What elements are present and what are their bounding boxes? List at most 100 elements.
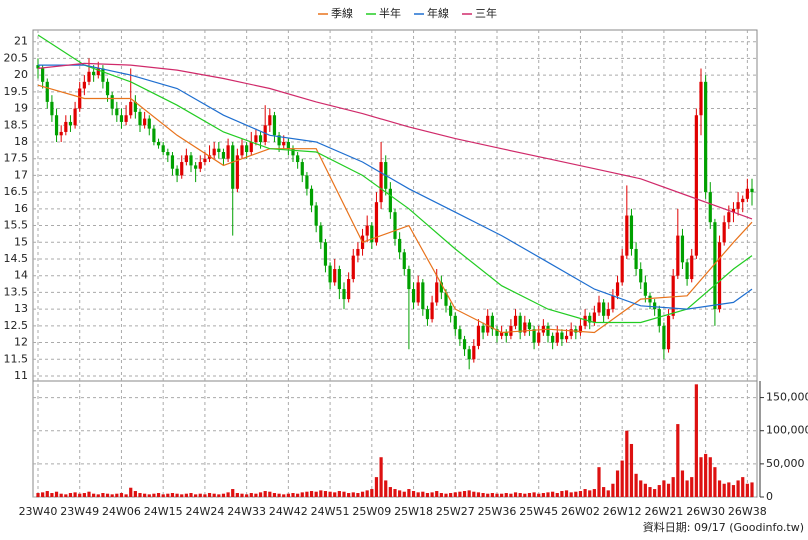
volume-bar [722, 483, 726, 497]
volume-bar [231, 489, 235, 497]
candle-body [699, 81, 703, 116]
volume-bar [713, 467, 717, 497]
candle-body [180, 162, 184, 176]
candle-body [407, 269, 411, 290]
volume-bar [152, 493, 156, 497]
candle-body [133, 101, 137, 112]
candle-body [411, 289, 416, 303]
y-tick-label: 18.5 [4, 118, 29, 131]
volume-bar [490, 493, 494, 497]
volume-bar [481, 493, 485, 497]
candle-body [300, 162, 304, 176]
candle-body [87, 71, 91, 82]
candle-body [370, 225, 374, 243]
candle-body [347, 279, 351, 300]
volume-bar [333, 492, 337, 497]
candle-body [365, 225, 369, 236]
volume-bar [411, 491, 416, 497]
candle-body [249, 141, 253, 153]
volume-bar [666, 483, 671, 497]
volume-bar [602, 487, 606, 497]
volume-bar [124, 494, 128, 497]
volume-bar [731, 485, 736, 497]
candle-body [277, 135, 281, 146]
candle-body [393, 212, 397, 239]
volume-bar [82, 493, 86, 497]
ma-line [37, 34, 753, 324]
candle-body [449, 305, 453, 316]
candle-body [648, 295, 652, 303]
ma-line [37, 84, 753, 334]
candle-body [356, 248, 360, 256]
volume-bar [486, 493, 490, 497]
volume-bar [64, 494, 68, 497]
candle-body [198, 162, 202, 169]
candle-body [342, 289, 346, 300]
candle-body [741, 198, 745, 203]
x-tick-label: 25W27 [436, 505, 475, 518]
volume-bar [175, 493, 179, 497]
candle-body [226, 145, 230, 159]
x-tick-label: 24W15 [144, 505, 183, 518]
candle-body [245, 145, 249, 153]
candle-body [722, 222, 726, 243]
volume-bar [523, 493, 527, 497]
candle-body [231, 145, 235, 189]
volume-bar [156, 493, 161, 497]
volume-bar [166, 493, 170, 497]
volume-bar [657, 485, 661, 497]
candle-body [351, 255, 355, 280]
candle-body [254, 135, 258, 142]
volume-bar [597, 467, 601, 497]
y-tick-label: 17 [14, 168, 28, 181]
y-tick-label: 12 [14, 336, 28, 349]
volume-bar [615, 470, 620, 497]
volume-bar [407, 489, 411, 497]
volume-bar [78, 493, 82, 497]
x-tick-label: 24W24 [185, 505, 224, 518]
volume-bar [504, 493, 508, 497]
ma-line [37, 62, 753, 220]
y-tick-label: 11 [14, 369, 28, 382]
volume-bar [305, 491, 309, 497]
candle-body [727, 212, 731, 223]
candle-body [564, 335, 569, 340]
candle-body [268, 115, 272, 126]
volume-bar [532, 492, 536, 497]
volume-bar [741, 477, 745, 497]
volume-bar [194, 494, 198, 497]
volume-bar [101, 493, 105, 497]
y-tick-label: 16 [14, 202, 28, 215]
candle-body [129, 101, 133, 116]
candle-body [240, 145, 244, 156]
volume-bar [398, 490, 402, 497]
candle-body [750, 188, 754, 193]
candle-body [560, 332, 564, 340]
candle-body [513, 315, 518, 326]
volume-bar [212, 493, 216, 497]
candle-body [147, 118, 151, 129]
candle-body [337, 269, 341, 290]
y-tick-label: 13.5 [4, 285, 29, 298]
volume-bar [472, 491, 476, 497]
volume-bar [555, 493, 559, 497]
candle-body [50, 101, 54, 116]
plot-frame [32, 29, 758, 498]
x-tick-label: 25W45 [519, 505, 558, 518]
y2-tick-label: 100,000 [766, 424, 808, 437]
volume-bar [300, 492, 304, 497]
volume-bar [393, 489, 397, 497]
volume-bar [435, 491, 439, 497]
volume-bar [421, 491, 425, 497]
volume-bar [662, 480, 666, 497]
candle-body [653, 302, 657, 310]
candle-body [333, 269, 337, 283]
candle-body [518, 315, 522, 333]
volume-bar [648, 487, 652, 497]
volume-bar [569, 492, 573, 497]
candle-body [402, 252, 406, 270]
y-tick-label: 12.5 [4, 319, 29, 332]
candle-body [532, 329, 536, 343]
volume-bar [180, 494, 184, 497]
volume-bar [458, 491, 462, 497]
